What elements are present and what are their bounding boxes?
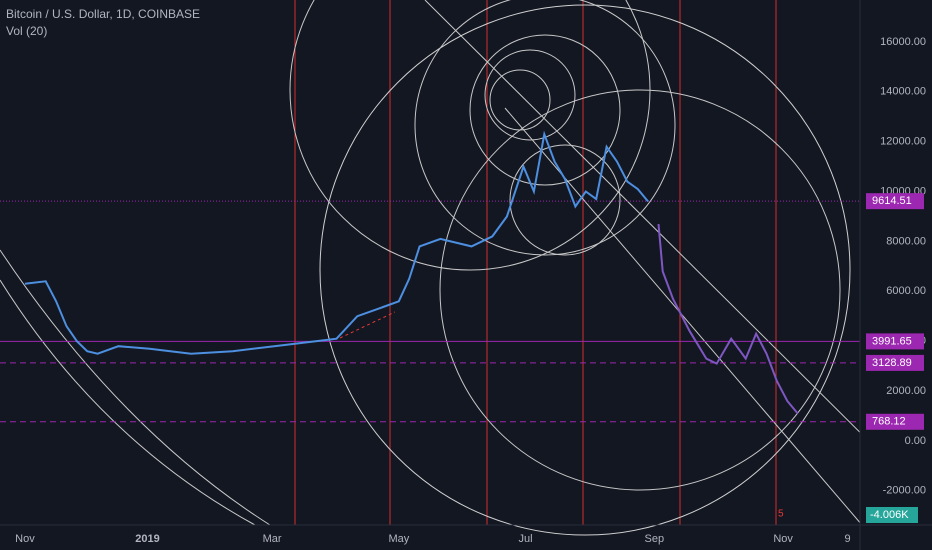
level-box <box>866 354 924 371</box>
drawings <box>0 0 926 536</box>
level-label: 3991.65 <box>872 335 912 347</box>
level-box <box>866 413 924 430</box>
volume-label: -4.006K <box>870 509 909 521</box>
chart-title: Bitcoin / U.S. Dollar, 1D, COINBASE <box>6 7 200 21</box>
y-tick-label: 8000.00 <box>886 235 926 247</box>
x-tick-label: Jul <box>519 533 533 545</box>
x-tick-label: Nov <box>15 533 35 545</box>
annotation: 5 <box>778 509 784 520</box>
x-tick-label: 9 <box>844 533 850 545</box>
y-tick-label: 2000.00 <box>886 385 926 397</box>
levels <box>0 200 860 423</box>
plot <box>24 130 799 415</box>
level-box <box>866 193 924 210</box>
x-tick-label: Mar <box>263 533 282 545</box>
red-verticals <box>294 0 777 525</box>
level-label: 768.12 <box>872 416 906 428</box>
y-tick-label: 12000.00 <box>880 136 926 148</box>
x-tick-label: Nov <box>773 533 793 545</box>
x-tick-label: May <box>388 533 409 545</box>
level-box <box>866 333 924 350</box>
y-tick-label: 0.00 <box>905 435 926 447</box>
axes: -2000.000.002000.004000.006000.008000.00… <box>15 36 926 545</box>
volume-box <box>866 507 918 523</box>
y-tick-label: 16000.00 <box>880 36 926 48</box>
level-label: 3128.89 <box>872 357 912 369</box>
price-line <box>24 130 649 355</box>
y-tick-label: 14000.00 <box>880 86 926 98</box>
x-tick-label: Sep <box>645 533 665 545</box>
indicator-label: Vol (20) <box>6 24 47 38</box>
price-line <box>657 223 799 415</box>
x-tick-label: 2019 <box>135 533 159 545</box>
level-label: 9614.51 <box>872 195 912 207</box>
price-axis <box>860 0 932 525</box>
y-tick-label: -2000.00 <box>883 485 926 497</box>
y-tick-label: 6000.00 <box>886 285 926 297</box>
